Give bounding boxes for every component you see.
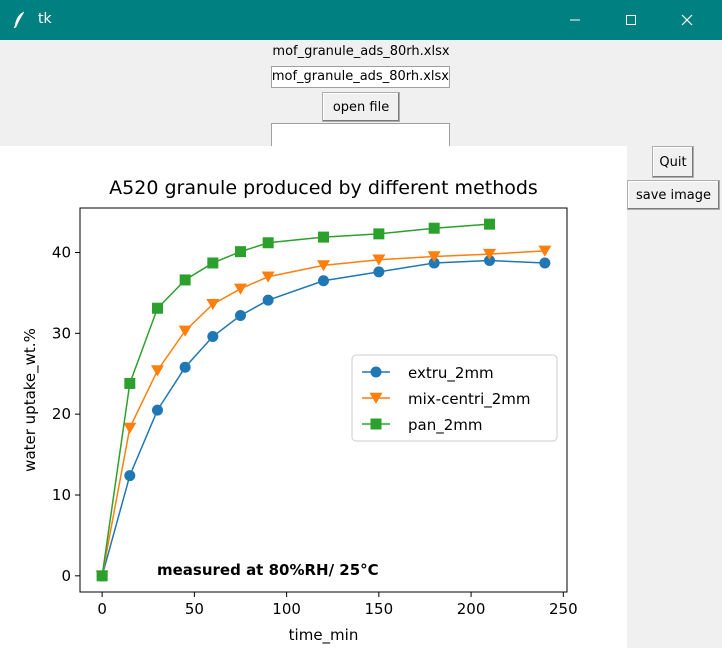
data-point-extru_2mm bbox=[262, 294, 274, 306]
x-tick-label: 50 bbox=[185, 600, 204, 618]
plot-frame bbox=[79, 207, 568, 593]
data-point-pan_2mm bbox=[207, 257, 219, 269]
maximize-icon bbox=[626, 15, 636, 25]
data-point-mix-centri_2mm bbox=[483, 248, 497, 260]
feather-icon bbox=[13, 11, 25, 29]
x-tick-label: 0 bbox=[97, 600, 107, 618]
legend-marker-pan_2mm bbox=[370, 418, 382, 430]
data-point-extru_2mm bbox=[179, 361, 191, 373]
x-tick-label: 150 bbox=[365, 600, 394, 618]
data-point-pan_2mm bbox=[124, 377, 136, 389]
data-point-pan_2mm bbox=[428, 222, 440, 234]
data-point-pan_2mm bbox=[151, 302, 163, 314]
minimize-button[interactable] bbox=[552, 0, 598, 40]
y-axis-label: water uptake_wt.% bbox=[21, 328, 40, 472]
file-path-value: mof_granule_ads_80rh.xlsx bbox=[271, 69, 449, 84]
data-point-extru_2mm bbox=[428, 257, 440, 269]
y-tick-label: 40 bbox=[52, 243, 71, 261]
data-point-extru_2mm bbox=[373, 266, 385, 278]
data-point-extru_2mm bbox=[318, 275, 329, 287]
file-path-entry[interactable]: mof_granule_ads_80rh.xlsx bbox=[271, 66, 450, 88]
close-button[interactable] bbox=[664, 0, 710, 40]
data-point-mix-centri_2mm bbox=[427, 251, 441, 263]
save-image-button[interactable]: save image bbox=[627, 180, 720, 210]
legend-marker-extru_2mm bbox=[370, 366, 382, 378]
open-file-button[interactable]: open file bbox=[322, 92, 400, 122]
blank-entry[interactable] bbox=[271, 123, 450, 146]
data-point-mix-centri_2mm bbox=[317, 260, 330, 272]
x-tick-label: 200 bbox=[457, 600, 486, 618]
data-point-pan_2mm bbox=[96, 570, 108, 582]
data-point-extru_2mm bbox=[539, 257, 551, 269]
data-point-extru_2mm bbox=[234, 310, 246, 322]
data-point-pan_2mm bbox=[373, 228, 385, 240]
y-tick-label: 20 bbox=[52, 405, 71, 423]
data-point-extru_2mm bbox=[484, 255, 496, 267]
series-line-extru_2mm bbox=[101, 259, 545, 577]
minimize-icon bbox=[570, 19, 580, 21]
data-point-pan_2mm bbox=[262, 237, 274, 249]
data-point-mix-centri_2mm bbox=[150, 365, 164, 377]
legend-label-extru_2mm: extru_2mm bbox=[408, 364, 494, 383]
data-point-pan_2mm bbox=[484, 218, 496, 230]
line-chart: A520 granule produced by different metho… bbox=[21, 177, 578, 645]
data-point-extru_2mm bbox=[124, 470, 136, 482]
data-point-extru_2mm bbox=[207, 331, 219, 343]
data-point-mix-centri_2mm bbox=[206, 299, 220, 311]
data-point-mix-centri_2mm bbox=[233, 283, 247, 295]
x-tick-label: 100 bbox=[272, 600, 301, 618]
data-point-pan_2mm bbox=[234, 246, 246, 258]
data-point-mix-centri_2mm bbox=[123, 422, 137, 434]
data-point-pan_2mm bbox=[318, 231, 329, 243]
measurement-note: measured at 80%RH/ 25°C bbox=[157, 561, 379, 579]
data-point-pan_2mm bbox=[179, 274, 191, 286]
legend-label-mix-centri_2mm: mix-centri_2mm bbox=[408, 390, 531, 409]
maximize-button[interactable] bbox=[608, 0, 654, 40]
y-tick-label: 10 bbox=[52, 486, 71, 504]
window-title: tk bbox=[38, 11, 52, 27]
y-tick-label: 0 bbox=[61, 567, 71, 585]
data-point-mix-centri_2mm bbox=[261, 271, 275, 283]
series-line-mix-centri_2mm bbox=[101, 250, 545, 576]
x-axis-label: time_min bbox=[289, 626, 359, 645]
legend-marker-mix-centri_2mm bbox=[369, 392, 383, 404]
data-point-mix-centri_2mm bbox=[178, 325, 192, 337]
data-point-mix-centri_2mm bbox=[372, 254, 386, 266]
legend-label-pan_2mm: pan_2mm bbox=[408, 416, 483, 435]
figure-canvas: A520 granule produced by different metho… bbox=[0, 146, 627, 648]
close-icon bbox=[681, 14, 693, 26]
quit-button[interactable]: Quit bbox=[652, 146, 694, 178]
legend-box bbox=[351, 354, 558, 442]
data-point-mix-centri_2mm bbox=[538, 245, 552, 257]
x-tick-label: 250 bbox=[549, 600, 578, 618]
chart-title: A520 granule produced by different metho… bbox=[109, 177, 538, 199]
window-title-bar[interactable]: tk bbox=[0, 0, 722, 40]
y-tick-label: 30 bbox=[52, 324, 71, 342]
file-name-label: mof_granule_ads_80rh.xlsx bbox=[272, 44, 450, 59]
data-point-extru_2mm bbox=[151, 404, 163, 416]
